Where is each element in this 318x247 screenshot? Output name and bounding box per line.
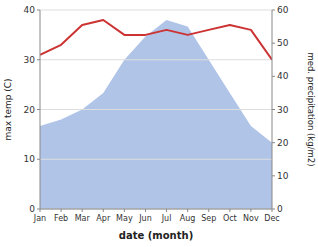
y2-tick-label: 30 [277,105,289,115]
precip-area [40,20,272,209]
y2-tick [272,175,275,176]
grid-line [40,59,272,60]
y2-tick-label: 10 [277,171,289,181]
x-tick [250,209,251,212]
x-tick-label: Jun [138,214,152,223]
y-axis-label: max temp (C) [3,78,13,140]
x-tick-label: Nov [243,214,259,223]
chart-svg: 0 10 20 30 40 0 10 20 30 40 50 60 Jan Feb Mar Apr May Jun… [0,0,318,247]
y2-axis-label: med. precipitation (kg/m2) [306,52,316,166]
y-tick [37,10,40,11]
y2-tick-label: 20 [277,138,289,148]
y2-tick [272,76,275,77]
x-tick [40,209,41,212]
grid-line [40,109,272,110]
y2-tick [272,142,275,143]
x-axis-line [40,209,272,210]
x-axis-label: date (month) [119,230,193,241]
y2-tick-label: 60 [277,5,289,15]
x-tick-label: Aug [180,214,196,223]
x-tick-label: Oct [223,214,237,223]
x-tick [187,209,188,212]
y-tick-label: 40 [24,5,36,15]
x-tick [145,209,146,212]
y-tick [37,159,40,160]
y-tick [37,109,40,110]
x-tick [272,209,273,212]
y2-tick [272,43,275,44]
y2-tick [272,109,275,110]
grid-line [40,209,272,210]
chart-container: 0 10 20 30 40 0 10 20 30 40 50 60 Jan Feb Mar Apr May Jun… [0,0,318,247]
line-layer [40,20,272,60]
y2-tick-label: 50 [277,38,289,48]
y2-tick-label: 40 [277,71,289,81]
y-tick-label: 20 [24,105,36,115]
x-tick-label: Jul [161,214,172,223]
x-tick [229,209,230,212]
plot-area [40,20,272,209]
temp-line [40,20,272,60]
x-tick [166,209,167,212]
y-tick-label: 0 [29,204,35,214]
y-tick [37,59,40,60]
x-tick [61,209,62,212]
y-tick-label: 30 [24,55,36,65]
x-tick [208,209,209,212]
x-tick-label: Feb [54,214,68,223]
x-tick [124,209,125,212]
y2-tick [272,10,275,11]
x-tick [82,209,83,212]
x-tick-label: Mar [75,214,91,223]
x-tick-label: Jan [33,214,46,223]
x-tick [103,209,104,212]
grid-line [40,10,272,11]
x-tick-label: May [116,214,133,223]
x-tick-label: Dec [264,214,279,223]
y2-tick-label: 0 [277,204,283,214]
y-tick-label: 10 [24,154,36,164]
x-tick-label: Sep [201,214,216,223]
grid-line [40,159,272,160]
x-tick-label: Apr [96,214,111,223]
